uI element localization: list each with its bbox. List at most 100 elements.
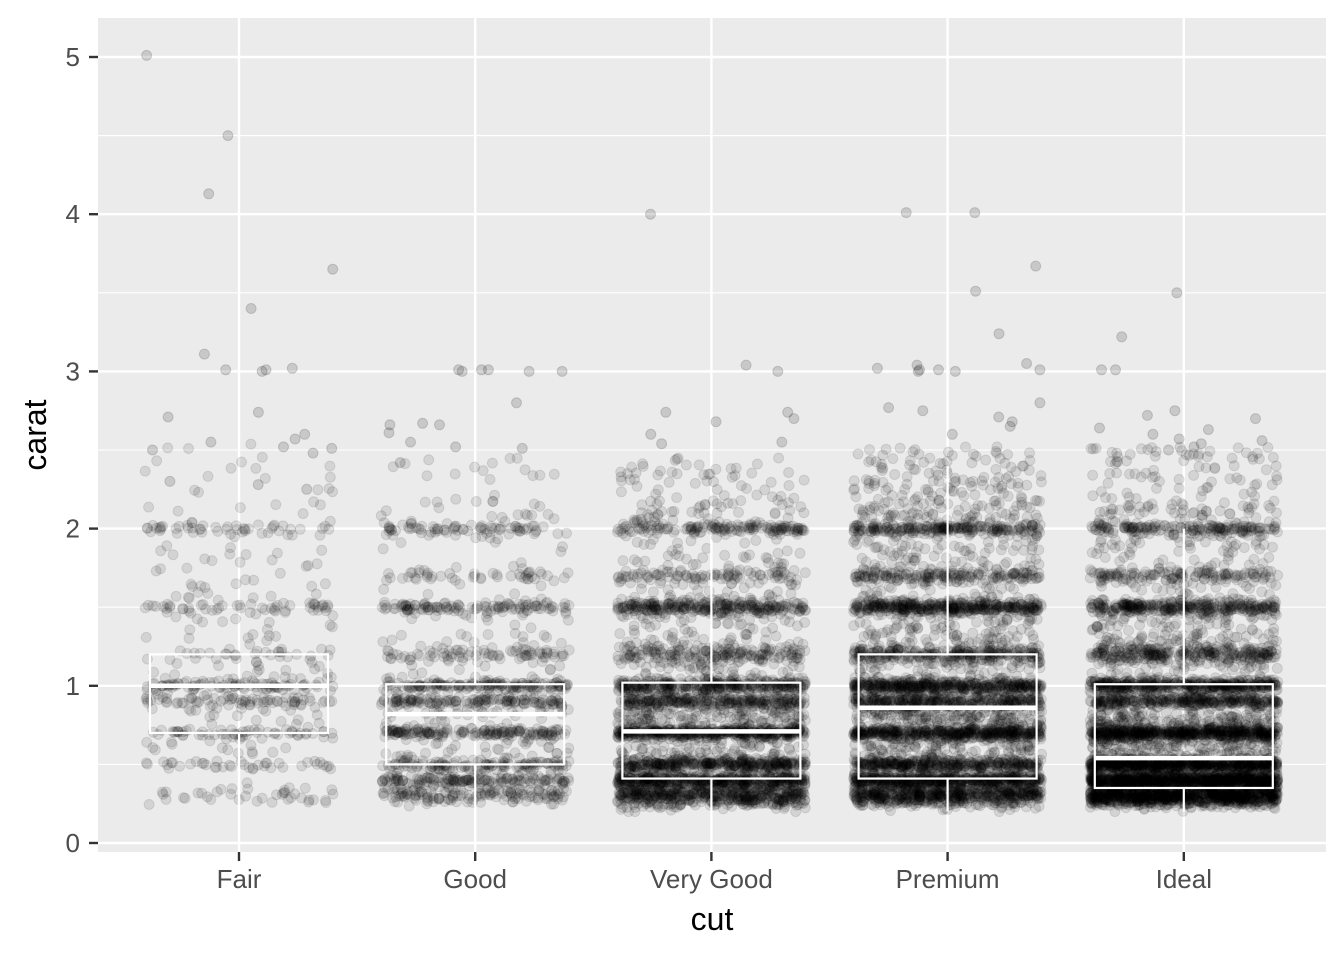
data-point (548, 468, 560, 480)
data-point (491, 743, 503, 755)
data-point (534, 566, 546, 578)
outlier-point (434, 419, 445, 431)
outlier-point (301, 483, 313, 495)
data-point (555, 637, 567, 649)
data-point (450, 493, 462, 505)
data-point (503, 598, 515, 610)
data-point (520, 795, 532, 807)
data-point (290, 718, 302, 730)
data-point (250, 714, 262, 726)
data-point (225, 788, 237, 800)
data-point (265, 590, 277, 602)
data-point (223, 699, 235, 711)
data-point (552, 673, 564, 685)
data-point (262, 527, 274, 539)
data-point (535, 580, 547, 592)
data-point (522, 736, 534, 748)
data-point (157, 788, 169, 800)
data-point (324, 515, 336, 527)
data-point (280, 700, 292, 712)
data-point (378, 583, 390, 595)
outlier-point (162, 411, 174, 423)
data-point (247, 748, 259, 760)
data-point (538, 629, 550, 641)
outlier-point (205, 436, 217, 448)
data-point (538, 651, 549, 663)
data-point (211, 755, 223, 767)
data-point (562, 614, 574, 626)
data-point (755, 797, 767, 809)
outlier-point (383, 427, 395, 439)
data-point (489, 489, 500, 501)
data-point (503, 528, 515, 540)
data-point (519, 464, 531, 476)
data-point (196, 757, 208, 769)
data-point (438, 651, 450, 663)
data-point (422, 771, 434, 783)
data-point (300, 560, 312, 572)
data-point (510, 645, 522, 657)
data-point (276, 788, 288, 800)
data-point (400, 734, 412, 746)
data-point (386, 634, 398, 646)
data-point (513, 522, 525, 534)
data-point (397, 598, 409, 610)
data-point (251, 795, 263, 807)
data-point (541, 727, 552, 739)
data-point (557, 541, 568, 553)
data-point (273, 757, 285, 769)
data-point (165, 757, 177, 769)
data-point (441, 602, 453, 613)
data-point (470, 532, 482, 544)
data-point (501, 737, 512, 749)
data-point (512, 771, 524, 782)
data-point (261, 757, 273, 769)
data-point (141, 758, 153, 770)
data-point (260, 757, 272, 769)
data-point (261, 623, 273, 635)
data-point (784, 690, 796, 702)
data-point (325, 763, 337, 775)
data-point (539, 792, 551, 804)
outlier-point (326, 442, 338, 454)
data-point (240, 790, 252, 802)
outlier-point (453, 364, 465, 376)
data-point (482, 629, 494, 640)
data-point (212, 594, 224, 606)
data-point (297, 508, 309, 520)
data-point (799, 567, 811, 579)
data-point (321, 761, 333, 773)
data-point (557, 763, 569, 775)
data-point (509, 747, 521, 759)
data-point (484, 532, 496, 544)
outlier-point (198, 348, 210, 360)
data-point (379, 596, 391, 608)
data-point (238, 523, 250, 535)
data-point (196, 787, 208, 799)
data-point (172, 505, 184, 517)
data-point (174, 760, 186, 772)
data-point (452, 790, 464, 802)
data-point (461, 631, 473, 642)
data-point (406, 659, 418, 671)
data-point (139, 465, 151, 477)
outlier-point (203, 188, 215, 200)
data-point (327, 732, 339, 744)
outlier-point (164, 475, 176, 487)
outlier-point (256, 365, 268, 377)
data-point (453, 664, 465, 676)
data-point (311, 758, 323, 770)
data-point (296, 760, 308, 772)
data-point (537, 521, 549, 533)
data-point (224, 759, 236, 771)
outlier-point (450, 441, 462, 453)
data-point (140, 631, 152, 643)
data-point (320, 797, 332, 808)
data-point (307, 794, 319, 806)
data-point (556, 650, 568, 662)
data-point (268, 671, 280, 683)
outlier-point (289, 433, 301, 445)
data-point (230, 578, 242, 590)
outlier-point (141, 49, 153, 61)
outlier-point (516, 442, 528, 454)
